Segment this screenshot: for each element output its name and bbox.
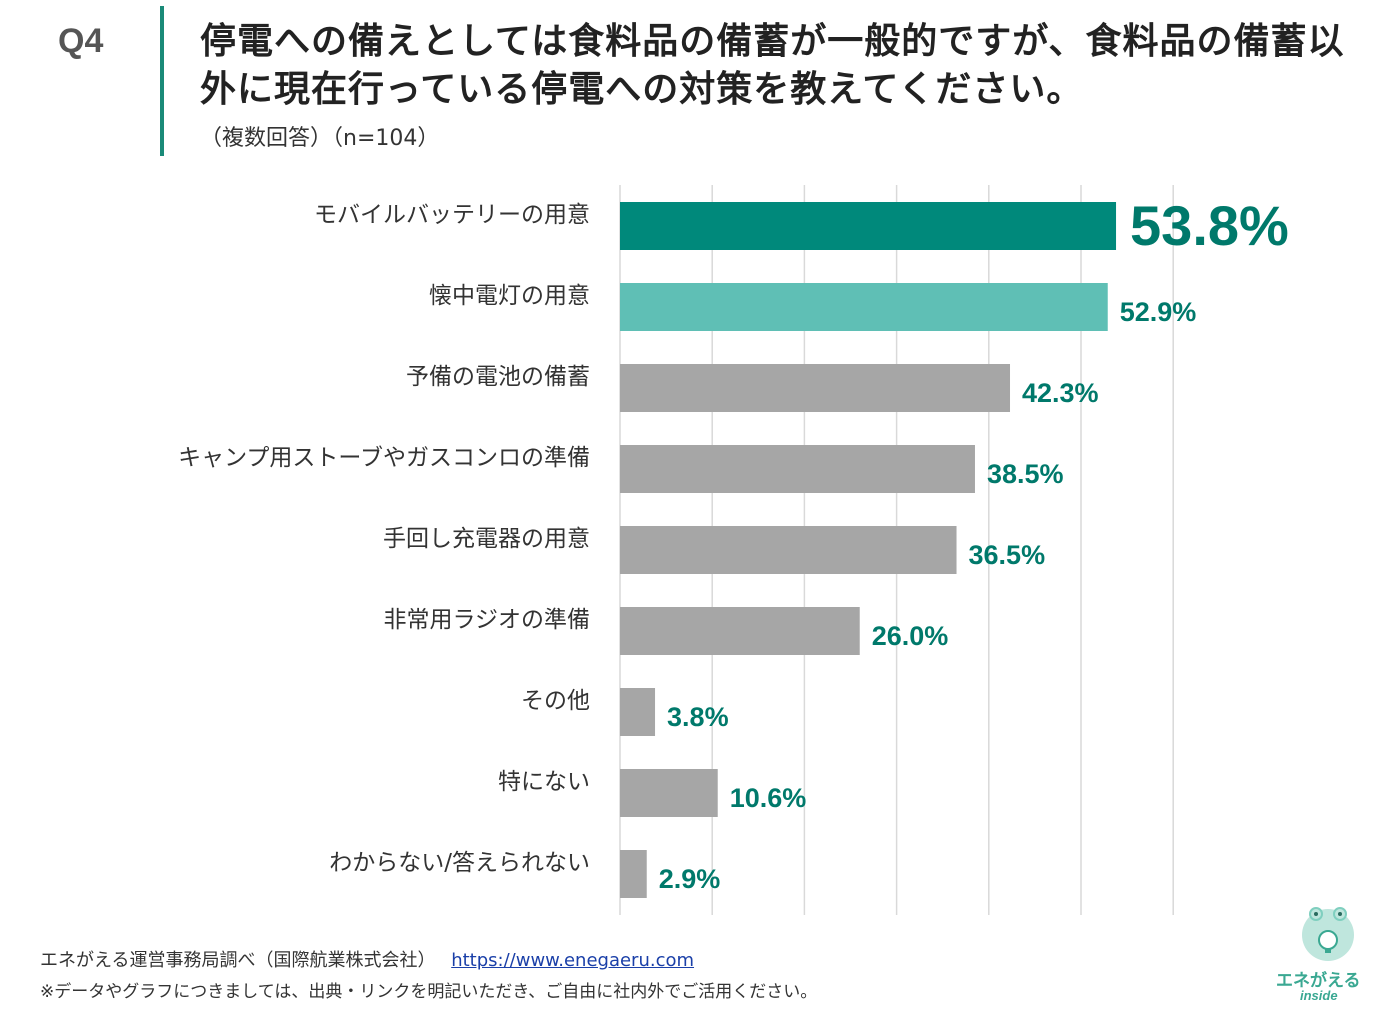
category-label: キャンプ用ストーブやガスコンロの準備 [178,445,590,471]
value-label: 3.8% [667,702,729,732]
source-text: エネがえる運営事務局調べ（国際航業株式会社） [40,950,436,971]
category-label: 予備の電池の備蓄 [406,364,590,390]
value-label: 2.9% [659,864,721,894]
category-label: わからない/答えられない [329,850,590,876]
category-label: モバイルバッテリーの用意 [314,202,590,228]
bar [620,445,975,493]
value-label: 10.6% [730,783,807,813]
bar-chart: モバイルバッテリーの用意 53.8% 懐中電灯の用意 52.9% 予備の電池の備蓄 42.… [178,185,1289,915]
logo-subtext: inside [1300,988,1338,1003]
value-label: 42.3% [1022,378,1099,408]
question-divider [160,6,164,156]
question-title: 停電への備えとしては食料品の備蓄が一般的ですが、食料品の備蓄以外に現在行っている… [200,21,1345,110]
category-label: 懐中電灯の用意 [429,283,590,309]
value-label: 53.8% [1130,194,1289,257]
bar [620,850,647,898]
source-link[interactable]: https://www.enegaeru.com [451,950,695,971]
bar [620,769,718,817]
bar [620,364,1011,412]
question-number: Q4 [58,22,104,60]
value-label: 36.5% [969,540,1046,570]
logo-text: エネがえる [1276,971,1361,991]
bar [620,526,957,574]
value-label: 52.9% [1120,297,1197,327]
bar [620,283,1108,331]
category-label: その他 [521,688,590,714]
value-label: 38.5% [987,459,1064,489]
category-label: 特にない [498,769,590,795]
question-subtitle: （複数回答）（n=104） [200,126,440,151]
footer-source: エネがえる運営事務局調べ（国際航業株式会社） https://www.enega… [40,946,694,972]
bar [620,202,1117,250]
category-label: 手回し充電器の用意 [383,526,590,552]
category-label: 非常用ラジオの準備 [383,607,590,633]
enegaeru-logo-icon [1302,907,1354,961]
value-label: 26.0% [872,621,949,651]
footer-note: ※データやグラフにつきましては、出典・リンクを明記いただき、ご自由に社内外でご活… [40,982,818,1002]
bar [620,688,656,736]
bar [620,607,860,655]
